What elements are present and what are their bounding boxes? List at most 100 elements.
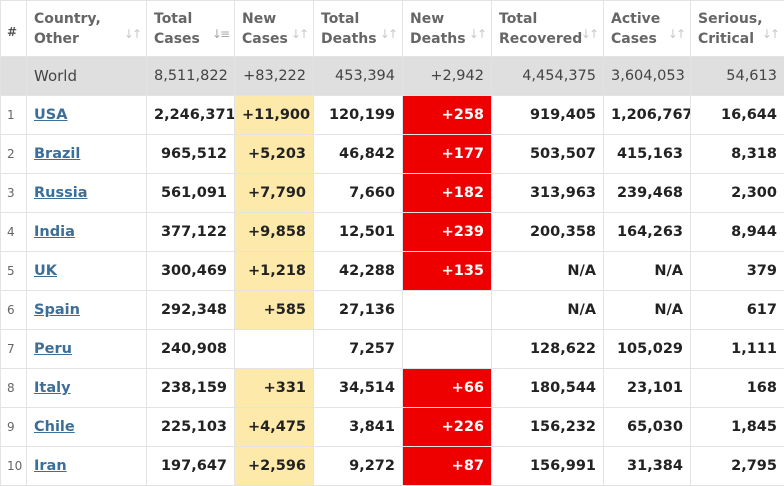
header-country[interactable]: Country,Other↓↑ xyxy=(27,1,147,57)
header-total-deaths-line1: Total xyxy=(321,11,359,27)
sort-icon[interactable]: ↓↑ xyxy=(291,24,307,44)
sort-icon[interactable]: ↓↑ xyxy=(762,24,778,44)
row-total-deaths: 3,841 xyxy=(314,408,403,447)
header-total-deaths[interactable]: Total Deaths↓↑ xyxy=(314,1,403,57)
country-link[interactable]: India xyxy=(34,224,75,240)
row-new-deaths: +135 xyxy=(403,252,492,291)
sort-desc-icon[interactable]: ↓≡ xyxy=(212,24,228,44)
sort-icon[interactable]: ↓↑ xyxy=(668,24,684,44)
row-new-cases: +7,790 xyxy=(235,174,314,213)
row-new-cases: +331 xyxy=(235,369,314,408)
row-total-cases: 561,091 xyxy=(147,174,235,213)
row-new-cases: +5,203 xyxy=(235,135,314,174)
row-serious-critical: 2,300 xyxy=(691,174,784,213)
sort-icon[interactable]: ↓↑ xyxy=(581,24,597,44)
country-link[interactable]: Italy xyxy=(34,380,71,396)
row-serious-critical: 2,795 xyxy=(691,447,784,486)
country-link[interactable]: Brazil xyxy=(34,146,80,162)
row-total-cases: 225,103 xyxy=(147,408,235,447)
country-link[interactable]: UK xyxy=(34,263,57,279)
row-rank: 7 xyxy=(1,330,27,369)
header-country-line2: Other xyxy=(34,31,79,47)
sort-icon[interactable]: ↓↑ xyxy=(469,24,485,44)
header-new-cases[interactable]: New Cases↓↑ xyxy=(235,1,314,57)
country-link[interactable]: Spain xyxy=(34,302,80,318)
row-new-deaths xyxy=(403,330,492,369)
row-total-deaths: 7,257 xyxy=(314,330,403,369)
row-total-deaths: 120,199 xyxy=(314,96,403,135)
row-total-cases: 238,159 xyxy=(147,369,235,408)
header-new-cases-line1: New xyxy=(242,11,276,27)
row-new-cases: +1,218 xyxy=(235,252,314,291)
header-new-deaths-line2: Deaths xyxy=(410,31,466,47)
row-serious-critical: 1,845 xyxy=(691,408,784,447)
row-rank: 4 xyxy=(1,213,27,252)
row-new-cases: +2,596 xyxy=(235,447,314,486)
country-link[interactable]: Russia xyxy=(34,185,88,201)
header-total-deaths-line2: Deaths xyxy=(321,31,377,47)
row-new-deaths xyxy=(403,291,492,330)
row-active-cases: N/A xyxy=(604,252,691,291)
world-active-cases: 3,604,053 xyxy=(604,57,691,96)
row-serious-critical: 379 xyxy=(691,252,784,291)
header-rank-label: # xyxy=(7,25,17,39)
row-total-cases: 2,246,371 xyxy=(147,96,235,135)
row-total-cases: 965,512 xyxy=(147,135,235,174)
row-total-deaths: 9,272 xyxy=(314,447,403,486)
header-active-cases-line1: Active xyxy=(611,11,660,27)
row-active-cases: 1,206,767 xyxy=(604,96,691,135)
row-serious-critical: 1,111 xyxy=(691,330,784,369)
row-active-cases: 164,263 xyxy=(604,213,691,252)
row-total-recovered: 128,622 xyxy=(492,330,604,369)
row-total-deaths: 7,660 xyxy=(314,174,403,213)
row-serious-critical: 16,644 xyxy=(691,96,784,135)
row-total-recovered: 156,991 xyxy=(492,447,604,486)
row-rank: 9 xyxy=(1,408,27,447)
country-link[interactable]: Iran xyxy=(34,458,67,474)
row-new-deaths: +258 xyxy=(403,96,492,135)
country-link[interactable]: Peru xyxy=(34,341,72,357)
row-total-cases: 377,122 xyxy=(147,213,235,252)
row-total-recovered: N/A xyxy=(492,291,604,330)
row-total-deaths: 34,514 xyxy=(314,369,403,408)
row-total-cases: 300,469 xyxy=(147,252,235,291)
row-active-cases: 239,468 xyxy=(604,174,691,213)
row-new-cases: +11,900 xyxy=(235,96,314,135)
header-new-cases-line2: Cases xyxy=(242,31,288,47)
world-new-deaths: +2,942 xyxy=(403,57,492,96)
row-country-cell: USA xyxy=(27,96,147,135)
row-total-cases: 197,647 xyxy=(147,447,235,486)
country-link[interactable]: USA xyxy=(34,107,67,123)
row-country-cell: India xyxy=(27,213,147,252)
row-total-deaths: 27,136 xyxy=(314,291,403,330)
country-link[interactable]: Chile xyxy=(34,419,75,435)
row-total-deaths: 42,288 xyxy=(314,252,403,291)
row-country-cell: Italy xyxy=(27,369,147,408)
row-new-cases: +4,475 xyxy=(235,408,314,447)
row-rank: 8 xyxy=(1,369,27,408)
sort-icon[interactable]: ↓↑ xyxy=(124,24,140,44)
row-country-cell: Brazil xyxy=(27,135,147,174)
row-country-cell: Spain xyxy=(27,291,147,330)
header-serious-critical[interactable]: Serious,Critical↓↑ xyxy=(691,1,784,57)
sort-icon[interactable]: ↓↑ xyxy=(380,24,396,44)
row-rank: 3 xyxy=(1,174,27,213)
row-new-deaths: +177 xyxy=(403,135,492,174)
row-active-cases: 415,163 xyxy=(604,135,691,174)
row-total-recovered: 156,232 xyxy=(492,408,604,447)
row-rank: 2 xyxy=(1,135,27,174)
row-total-deaths: 46,842 xyxy=(314,135,403,174)
row-active-cases: 105,029 xyxy=(604,330,691,369)
row-rank: 10 xyxy=(1,447,27,486)
